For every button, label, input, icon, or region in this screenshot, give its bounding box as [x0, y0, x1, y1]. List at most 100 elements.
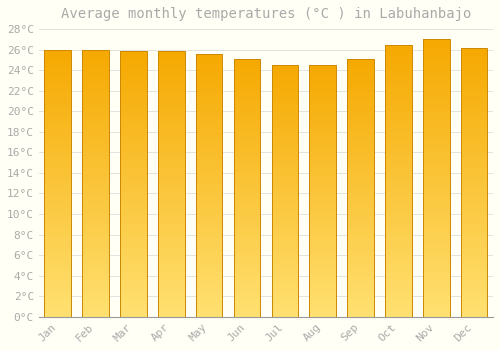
Bar — [423, 272, 450, 275]
Bar — [120, 85, 146, 88]
Bar — [348, 147, 374, 149]
Bar — [158, 157, 184, 160]
Bar — [120, 88, 146, 91]
Bar — [423, 64, 450, 67]
Bar — [385, 168, 411, 170]
Bar — [461, 263, 487, 266]
Bar — [310, 105, 336, 108]
Bar — [44, 258, 71, 261]
Bar — [120, 133, 146, 136]
Bar — [310, 221, 336, 224]
Bar — [272, 181, 298, 183]
Bar — [196, 169, 222, 172]
Bar — [272, 229, 298, 231]
Bar — [310, 138, 336, 141]
Bar — [158, 125, 184, 128]
Bar — [158, 160, 184, 162]
Bar — [234, 180, 260, 183]
Bar — [196, 143, 222, 146]
Bar — [234, 69, 260, 72]
Bar — [196, 93, 222, 96]
Bar — [385, 298, 411, 301]
Bar — [158, 72, 184, 75]
Bar — [423, 161, 450, 164]
Bar — [196, 127, 222, 130]
Bar — [234, 221, 260, 224]
Bar — [272, 65, 298, 68]
Bar — [82, 58, 109, 60]
Bar — [272, 141, 298, 143]
Bar — [423, 187, 450, 189]
Bar — [310, 206, 336, 209]
Bar — [158, 232, 184, 234]
Bar — [310, 304, 336, 307]
Bar — [385, 75, 411, 78]
Bar — [158, 240, 184, 242]
Bar — [348, 283, 374, 286]
Bar — [120, 170, 146, 173]
Bar — [234, 170, 260, 172]
Bar — [348, 216, 374, 219]
Bar — [234, 237, 260, 239]
Bar — [196, 240, 222, 243]
Bar — [423, 148, 450, 150]
Bar — [272, 224, 298, 226]
Bar — [272, 307, 298, 309]
Bar — [44, 146, 71, 148]
Bar — [423, 170, 450, 173]
Bar — [44, 148, 71, 151]
Bar — [385, 312, 411, 314]
Bar — [423, 164, 450, 167]
Bar — [461, 161, 487, 163]
Bar — [196, 190, 222, 193]
Bar — [348, 221, 374, 224]
Bar — [82, 100, 109, 103]
Bar — [234, 203, 260, 206]
Bar — [234, 157, 260, 160]
Bar — [423, 311, 450, 314]
Bar — [158, 253, 184, 255]
Bar — [272, 120, 298, 123]
Bar — [348, 154, 374, 157]
Bar — [158, 109, 184, 112]
Bar — [423, 211, 450, 214]
Bar — [120, 312, 146, 314]
Bar — [348, 149, 374, 152]
Bar — [120, 197, 146, 200]
Bar — [196, 209, 222, 211]
Bar — [423, 128, 450, 131]
Bar — [461, 153, 487, 155]
Bar — [385, 271, 411, 273]
Bar — [234, 188, 260, 190]
Bar — [158, 122, 184, 125]
Bar — [310, 219, 336, 221]
Bar — [44, 312, 71, 314]
Bar — [82, 132, 109, 135]
Bar — [423, 59, 450, 62]
Bar — [234, 147, 260, 149]
Bar — [82, 140, 109, 143]
Bar — [461, 274, 487, 276]
Bar — [196, 96, 222, 98]
Bar — [348, 128, 374, 131]
Bar — [348, 116, 374, 118]
Bar — [385, 238, 411, 241]
Bar — [272, 198, 298, 201]
Bar — [196, 167, 222, 169]
Bar — [348, 219, 374, 221]
Bar — [234, 118, 260, 121]
Bar — [461, 48, 487, 317]
Bar — [120, 101, 146, 104]
Bar — [461, 198, 487, 201]
Bar — [348, 214, 374, 216]
Bar — [348, 294, 374, 296]
Bar — [348, 262, 374, 265]
Bar — [310, 234, 336, 236]
Bar — [348, 234, 374, 237]
Bar — [44, 167, 71, 170]
Bar — [423, 139, 450, 142]
Bar — [196, 106, 222, 109]
Bar — [44, 247, 71, 250]
Bar — [348, 286, 374, 288]
Bar — [44, 103, 71, 106]
